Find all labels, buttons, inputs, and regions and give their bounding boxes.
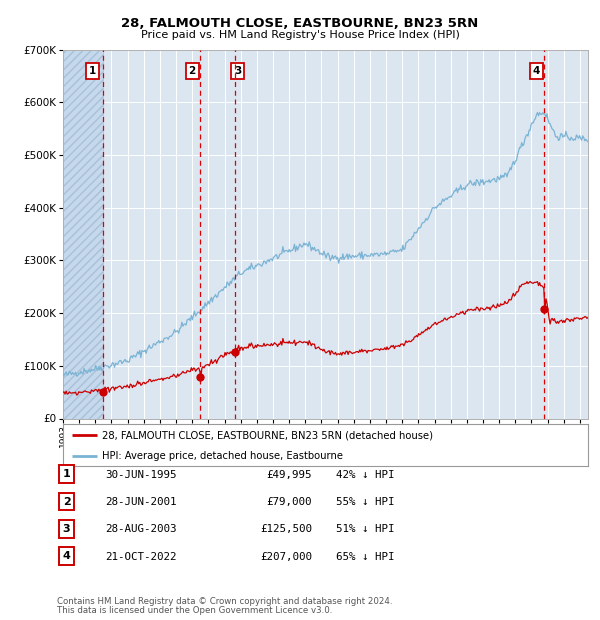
Text: Price paid vs. HM Land Registry's House Price Index (HPI): Price paid vs. HM Land Registry's House … — [140, 30, 460, 40]
Text: £125,500: £125,500 — [260, 525, 312, 534]
Text: 65% ↓ HPI: 65% ↓ HPI — [336, 552, 395, 562]
Text: 1: 1 — [88, 66, 96, 76]
Text: 28-JUN-2001: 28-JUN-2001 — [105, 497, 176, 507]
Text: 3: 3 — [234, 66, 241, 76]
Text: 30-JUN-1995: 30-JUN-1995 — [105, 470, 176, 480]
Text: 28, FALMOUTH CLOSE, EASTBOURNE, BN23 5RN (detached house): 28, FALMOUTH CLOSE, EASTBOURNE, BN23 5RN… — [103, 430, 433, 440]
Text: £79,000: £79,000 — [266, 497, 312, 507]
Text: 3: 3 — [63, 524, 70, 534]
Text: 1: 1 — [63, 469, 70, 479]
Text: 21-OCT-2022: 21-OCT-2022 — [105, 552, 176, 562]
Text: 55% ↓ HPI: 55% ↓ HPI — [336, 497, 395, 507]
Bar — [63, 50, 103, 419]
Text: 51% ↓ HPI: 51% ↓ HPI — [336, 525, 395, 534]
Text: This data is licensed under the Open Government Licence v3.0.: This data is licensed under the Open Gov… — [57, 606, 332, 615]
Text: 42% ↓ HPI: 42% ↓ HPI — [336, 470, 395, 480]
Text: 28, FALMOUTH CLOSE, EASTBOURNE, BN23 5RN: 28, FALMOUTH CLOSE, EASTBOURNE, BN23 5RN — [121, 17, 479, 30]
Text: 2: 2 — [63, 497, 70, 507]
Text: 2: 2 — [188, 66, 196, 76]
Text: 4: 4 — [62, 551, 71, 561]
Text: HPI: Average price, detached house, Eastbourne: HPI: Average price, detached house, East… — [103, 451, 343, 461]
Text: 28-AUG-2003: 28-AUG-2003 — [105, 525, 176, 534]
Text: £49,995: £49,995 — [266, 470, 312, 480]
Text: 4: 4 — [533, 66, 540, 76]
Text: £207,000: £207,000 — [260, 552, 312, 562]
Text: Contains HM Land Registry data © Crown copyright and database right 2024.: Contains HM Land Registry data © Crown c… — [57, 597, 392, 606]
